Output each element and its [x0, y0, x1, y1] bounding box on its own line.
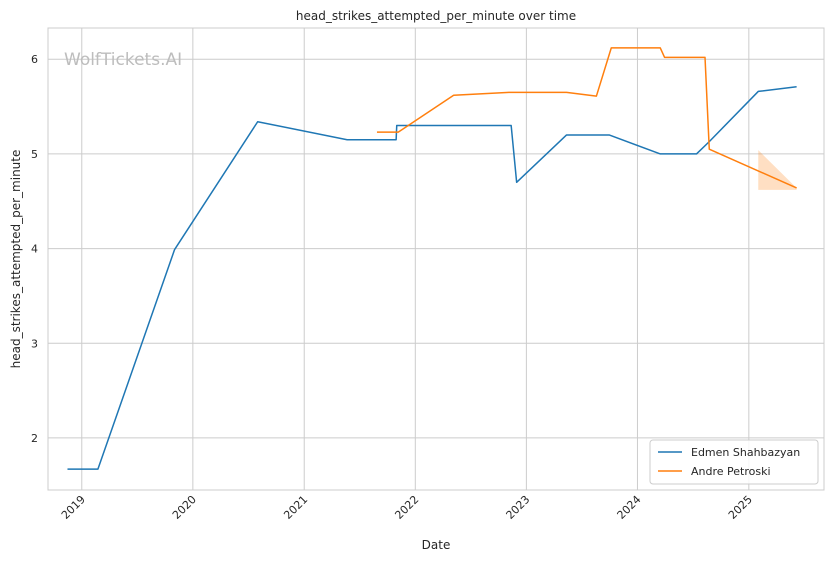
legend-label: Edmen Shahbazyan: [691, 446, 800, 459]
x-tick-label: 2019: [59, 493, 88, 522]
series-line-1: [67, 85, 797, 470]
x-tick-label: 2024: [615, 493, 644, 522]
x-tick-label: 2021: [281, 493, 310, 522]
x-tick-label: 2025: [726, 493, 755, 522]
y-tick-label: 4: [31, 243, 38, 256]
legend-box: [649, 439, 819, 485]
x-tick-labels: 2019 2020 2021 2022 2023 2024 2025: [59, 493, 755, 522]
series-line-2: [376, 47, 797, 189]
plot-background: [48, 28, 824, 490]
series-lines: [67, 47, 797, 470]
x-axis-title: Date: [422, 538, 451, 552]
plot-frame: [47, 27, 825, 491]
x-tick-label: 2022: [392, 493, 421, 522]
y-tick-labels: 2 3 4 5 6: [31, 53, 38, 445]
y-tick-label: 3: [31, 337, 38, 350]
x-tick-label: 2023: [504, 493, 533, 522]
legend: Edmen Shahbazyan Andre Petroski: [649, 439, 819, 485]
y-tick-label: 6: [31, 53, 38, 66]
uncertainty-band-area: [758, 150, 797, 190]
chart-title: head_strikes_attempted_per_minute over t…: [296, 9, 576, 23]
y-axis-title: head_strikes_attempted_per_minute: [9, 150, 23, 369]
x-tick-label: 2020: [170, 493, 199, 522]
y-tick-label: 5: [31, 148, 38, 161]
watermark: WolfTickets.AI: [64, 50, 182, 70]
legend-label: Andre Petroski: [691, 465, 771, 478]
y-tick-label: 2: [31, 432, 38, 445]
uncertainty-band: [758, 150, 797, 190]
